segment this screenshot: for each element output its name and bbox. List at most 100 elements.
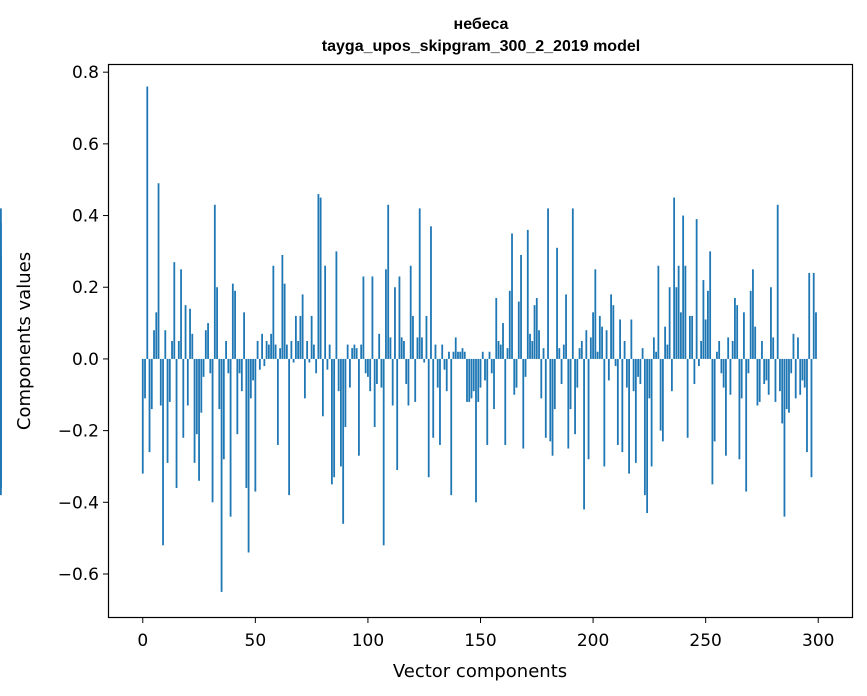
bar-127 (427, 358, 430, 478)
bar-41 (234, 290, 236, 359)
bar-74 (308, 358, 311, 363)
bar-35 (220, 358, 223, 592)
bar-216 (628, 358, 630, 474)
bar-153 (486, 358, 489, 445)
y-tick-label: 0.4 (72, 207, 99, 227)
bar-215 (625, 358, 628, 388)
bar-283 (779, 358, 781, 392)
bar-198 (587, 358, 590, 460)
bar-203 (598, 315, 601, 359)
bar-247 (698, 358, 700, 367)
bar-9 (162, 358, 164, 546)
bar-92 (349, 358, 351, 388)
bar-294 (803, 358, 806, 388)
bar-59 (274, 344, 277, 359)
bar-69 (297, 341, 300, 359)
bar-97 (360, 344, 363, 359)
bar-34 (218, 358, 221, 410)
bar-5 (153, 330, 155, 359)
bar-79 (319, 197, 322, 359)
bar-130 (434, 344, 437, 359)
bar-208 (610, 294, 612, 359)
bar-105 (378, 333, 381, 359)
bar-271 (752, 269, 754, 359)
bar-148 (475, 358, 477, 503)
bar-218 (632, 358, 635, 392)
bar-201 (594, 269, 597, 359)
bar-54 (263, 358, 266, 367)
bar-48 (249, 358, 252, 399)
bar-70 (299, 315, 302, 359)
bar-191 (571, 208, 574, 359)
bar-57 (270, 333, 273, 359)
bar-136 (448, 351, 450, 359)
bar-126 (425, 315, 428, 359)
bar-13 (171, 341, 173, 359)
bar-129 (432, 358, 435, 438)
bar-192 (574, 358, 576, 435)
bar-235 (670, 358, 673, 392)
bar-186 (560, 358, 563, 385)
bar-202 (596, 351, 599, 359)
y-tick-label: −0.6 (58, 565, 99, 585)
bar-152 (484, 358, 486, 381)
bar-77 (315, 358, 318, 374)
bar-228 (655, 351, 658, 359)
bar-268 (745, 358, 748, 492)
bar-279 (770, 287, 772, 359)
bar-177 (540, 358, 543, 399)
bar-260 (727, 337, 730, 359)
bar-269 (747, 358, 750, 374)
bar-46 (245, 358, 248, 488)
bar-51 (256, 341, 259, 359)
bar-255 (716, 351, 718, 359)
bar-17 (180, 269, 182, 359)
bar-163 (508, 290, 511, 359)
bar-33 (216, 287, 218, 359)
bar-undefined (0, 333, 2, 359)
bar-189 (567, 358, 570, 449)
bar-199 (589, 337, 592, 359)
bars-group (0, 86, 817, 592)
bar-6 (155, 312, 158, 359)
bar-108 (385, 269, 387, 359)
x-tick-label: 250 (689, 631, 721, 651)
bar-11 (166, 358, 169, 463)
bar-173 (531, 341, 534, 359)
bar-178 (542, 348, 545, 359)
bar-159 (499, 344, 502, 359)
bar-242 (686, 358, 689, 438)
bar-229 (657, 265, 660, 359)
bar-266 (740, 358, 743, 399)
bar-109 (387, 204, 390, 359)
bar-219 (634, 358, 637, 463)
x-tick-label: 300 (802, 631, 834, 651)
bar-149 (477, 358, 480, 402)
bar-117 (405, 358, 408, 385)
bar-32 (213, 204, 216, 359)
bar-184 (556, 247, 558, 359)
x-tick-label: 200 (577, 631, 609, 651)
bar-144 (466, 358, 468, 402)
bar-167 (517, 301, 520, 359)
bar-151 (481, 351, 484, 359)
bar-21 (189, 308, 191, 359)
bar-43 (238, 358, 241, 374)
bar-179 (544, 358, 547, 438)
bar-23 (193, 358, 196, 463)
bar-44 (240, 358, 243, 392)
bar-2 (146, 86, 149, 359)
bar-249 (702, 280, 705, 359)
bar-272 (754, 326, 757, 359)
x-axis-label: Vector components (393, 661, 567, 682)
bar-263 (734, 297, 736, 359)
bar-125 (423, 358, 426, 363)
bar-295 (806, 358, 808, 453)
bar-239 (679, 312, 682, 359)
bar-164 (511, 233, 513, 359)
bar-84 (331, 358, 333, 485)
bar-188 (565, 294, 567, 359)
bar-274 (758, 358, 761, 402)
bar-20 (186, 358, 189, 406)
